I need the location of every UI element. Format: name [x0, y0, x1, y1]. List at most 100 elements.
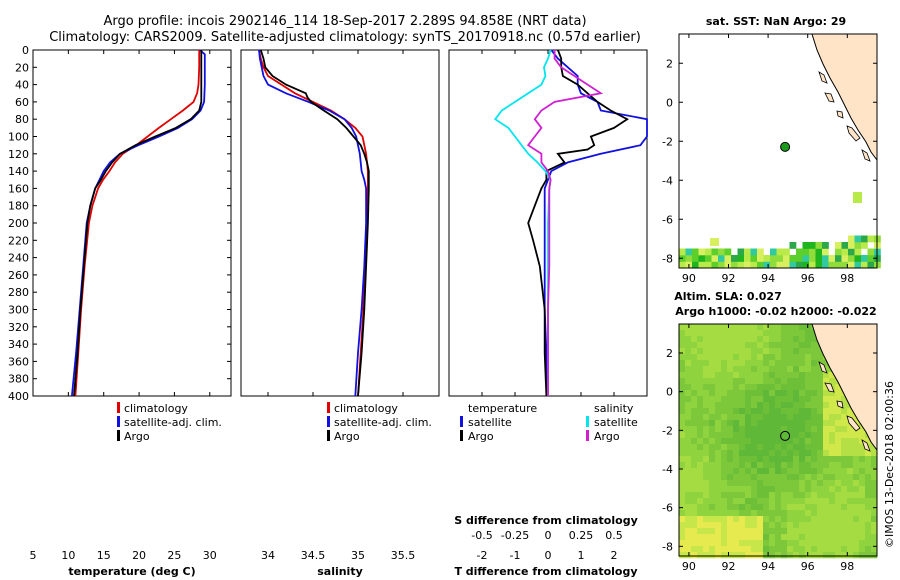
sla-cell	[721, 342, 728, 349]
sla-cell	[799, 384, 806, 391]
sla-cell	[697, 420, 704, 427]
sla-cell	[817, 504, 824, 511]
sla-cell	[691, 480, 698, 487]
sla-cell	[769, 342, 776, 349]
sla-cell	[685, 480, 692, 487]
sla-cell	[745, 390, 752, 397]
sla-cell	[691, 336, 698, 343]
sla-cell	[685, 426, 692, 433]
sla-cell	[835, 396, 842, 403]
sla-cell	[829, 528, 836, 535]
sla-cell	[751, 480, 758, 487]
sla-cell	[751, 408, 758, 415]
sla-cell	[691, 366, 698, 373]
sla-cell	[811, 462, 818, 469]
sla-cell	[751, 468, 758, 475]
sla-cell	[787, 552, 794, 559]
sla-cell	[811, 492, 818, 499]
sla-cell	[685, 420, 692, 427]
sla-cell	[817, 384, 824, 391]
sla-cell	[853, 516, 860, 523]
sst-cell	[744, 261, 751, 269]
sla-cell	[745, 384, 752, 391]
sla-cell	[871, 534, 878, 541]
sla-cell	[703, 474, 710, 481]
sla-cell	[745, 438, 752, 445]
sla-cell	[685, 552, 692, 559]
sla-cell	[841, 480, 848, 487]
sla-cell	[805, 426, 812, 433]
sla-cell	[685, 450, 692, 457]
sla-cell	[691, 420, 698, 427]
sla-cell	[835, 390, 842, 397]
sla-cell	[751, 354, 758, 361]
sla-cell	[793, 546, 800, 553]
temperature-x-axis: 5 10 15 20 25 30	[30, 50, 217, 562]
sla-cell	[805, 348, 812, 355]
sst-cell	[685, 248, 693, 256]
sla-cell	[703, 528, 710, 535]
sla-cell	[691, 528, 698, 535]
salinity-legend: climatology satellite-adj. clim. Argo	[327, 402, 432, 443]
sla-cell	[805, 330, 812, 337]
sla-cell	[871, 510, 878, 517]
sla-cell	[775, 354, 782, 361]
sla-cell	[853, 510, 860, 517]
sla-cell	[685, 408, 692, 415]
sla-cell	[739, 378, 746, 385]
sla-cell	[781, 498, 788, 505]
sla-cell	[727, 384, 734, 391]
sla-cell	[697, 444, 704, 451]
sla-cell	[793, 432, 800, 439]
sla-cell	[763, 450, 770, 457]
diff-legend-s-satellite-swatch	[586, 416, 589, 427]
sla-cell	[841, 402, 848, 409]
sla-cell	[739, 360, 746, 367]
sst-cell	[861, 261, 868, 269]
sla-cell	[679, 396, 686, 403]
sla-cell	[817, 516, 824, 523]
sla-cell	[733, 336, 740, 343]
sst-cell	[710, 238, 719, 246]
sst-map-title: sat. SST: NaN Argo: 29	[706, 15, 846, 28]
sla-cell	[817, 462, 824, 469]
sla-cell	[697, 432, 704, 439]
sla-cell	[715, 432, 722, 439]
sla-cell	[685, 366, 692, 373]
sla-cell	[853, 474, 860, 481]
sst-cell	[828, 255, 836, 262]
sla-cell	[829, 516, 836, 523]
sla-cell	[763, 336, 770, 343]
sla-cell	[721, 372, 728, 379]
sla-cell	[745, 528, 752, 535]
sal-legend-satellite-adj: satellite-adj. clim.	[334, 416, 432, 429]
sla-cell	[691, 390, 698, 397]
sla-cell	[823, 504, 830, 511]
sla-cell	[685, 522, 692, 529]
sla-cell	[763, 432, 770, 439]
sla-cell	[871, 492, 878, 499]
sla-cell	[829, 396, 836, 403]
sla-cell	[799, 414, 806, 421]
sla-cell	[715, 402, 722, 409]
sla-cell	[733, 396, 740, 403]
sla-map: Altim. SLA: 0.027 Argo h1000: -0.02 h200…	[662, 290, 878, 573]
sla-cell	[853, 456, 860, 463]
sst-cell	[796, 248, 803, 256]
sla-cell	[733, 324, 740, 331]
sla-cell	[829, 450, 836, 457]
sla-cell	[847, 486, 854, 493]
sst-cell	[692, 255, 699, 262]
sla-cell	[781, 354, 788, 361]
sla-cell	[745, 522, 752, 529]
sla-cell	[793, 354, 800, 361]
sla-cell	[721, 384, 728, 391]
sla-cell	[715, 534, 722, 541]
diff-s-satellite-line	[493, 49, 552, 396]
sla-cell	[679, 546, 686, 553]
sla-cell	[811, 342, 818, 349]
x-tick-label: -2	[477, 549, 488, 562]
sla-cell	[691, 402, 698, 409]
sla-cell	[679, 516, 686, 523]
sla-cell	[787, 468, 794, 475]
